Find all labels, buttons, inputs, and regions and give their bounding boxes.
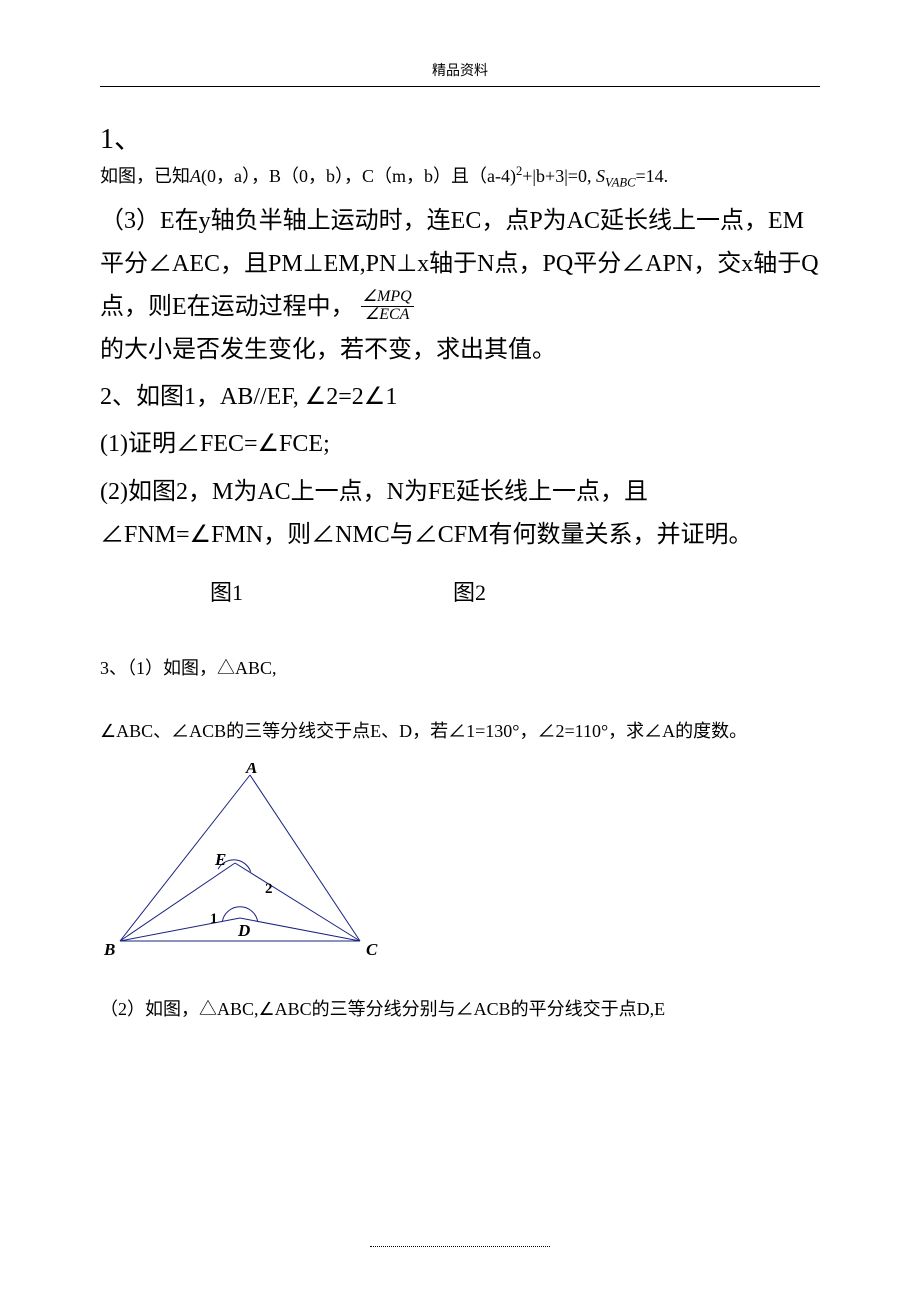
q2-line3: (2)如图2，M为AC上一点，N为FE延长线上一点，且∠FNM=∠FMN，则∠N… <box>100 471 820 557</box>
svg-text:B: B <box>103 940 115 959</box>
svg-text:1: 1 <box>210 911 218 927</box>
q1-frac-den: ∠ECA <box>361 307 414 324</box>
q3-diagram: A B C E D 1 2 <box>100 763 820 968</box>
svg-text:2: 2 <box>265 881 273 897</box>
q3-part1b: ∠ABC、∠ACB的三等分线交于点E、D，若∠1=130°，∠2=110°，求∠… <box>100 710 820 753</box>
q1-p3-text: （3）E在y轴负半轴上运动时，连EC，点P为AC延长线上一点，EM平分∠AEC，… <box>100 208 819 320</box>
q2-line2: (1)证明∠FEC=∠FCE; <box>100 423 820 466</box>
page: 精品资料 1、 如图，已知A(0，a），B（0，b），C（m，b）且（a-4)2… <box>0 0 920 1302</box>
q1-given-Atxt: (0，a），B（0，b），C（m，b）且（a-4) <box>201 166 516 186</box>
header-rule <box>100 86 820 87</box>
svg-text:D: D <box>237 921 250 940</box>
q1-frac-num: ∠MPQ <box>361 289 414 307</box>
q1-p3-tail: 的大小是否发生变化，若不变，求出其值。 <box>100 337 556 363</box>
q1-given-A: A <box>190 166 201 186</box>
q1-given: 如图，已知A(0，a），B（0，b），C（m，b）且（a-4)2+|b+3|=0… <box>100 159 820 196</box>
footer <box>0 1234 920 1252</box>
q1-number: 1、 <box>100 117 820 157</box>
q1-given-end: =14. <box>636 166 669 186</box>
q2-line1: 2、如图1，AB//EF, ∠2=2∠1 <box>100 376 820 419</box>
q3-part1: 3、（1）如图，△ABC, <box>100 647 820 690</box>
q1-given-S: S <box>596 166 605 186</box>
q3-part2: （2）如图，△ABC,∠ABC的三等分线分别与∠ACB的平分线交于点D,E <box>100 988 820 1031</box>
q1-fraction: ∠MPQ ∠ECA <box>361 289 414 324</box>
q1-part3: （3）E在y轴负半轴上运动时，连EC，点P为AC延长线上一点，EM平分∠AEC，… <box>100 200 820 373</box>
q1-given-pre: 如图，已知 <box>100 166 190 186</box>
page-header-title: 精品资料 <box>100 60 820 80</box>
q1-given-mid: +|b+3|=0, <box>522 166 591 186</box>
q1-given-Ssub: VABC <box>605 176 636 190</box>
q2-figure-labels: 图1 图2 <box>210 575 820 607</box>
svg-text:A: A <box>245 763 257 777</box>
q2-fig1-label: 图1 <box>210 575 243 607</box>
svg-text:C: C <box>366 940 378 959</box>
q2-fig2-label: 图2 <box>453 575 486 607</box>
svg-text:E: E <box>214 850 226 869</box>
footer-dotted-rule <box>370 1246 550 1247</box>
triangle-diagram-svg: A B C E D 1 2 <box>100 763 400 963</box>
